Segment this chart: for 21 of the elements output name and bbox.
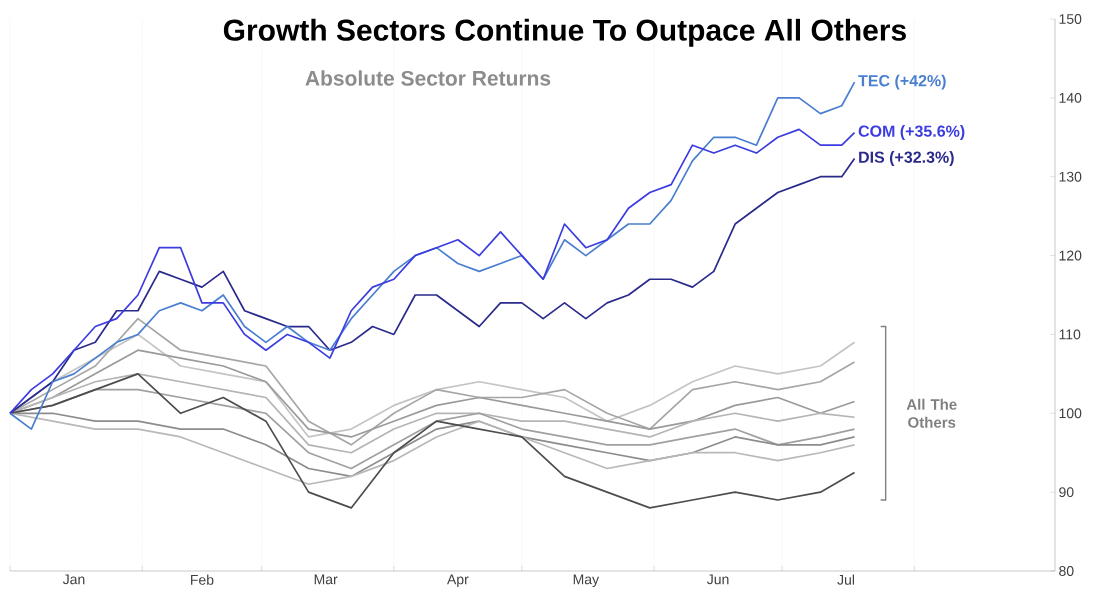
x-tick-label: Jul: [837, 574, 855, 585]
y-tick-label: 100: [1059, 408, 1082, 419]
x-tick-label: Jan: [62, 574, 85, 585]
y-tick-label: 80: [1059, 566, 1074, 576]
y-tick-label: 90: [1059, 487, 1074, 498]
x-tick-label: Mar: [314, 574, 338, 585]
y-tick-label: 150: [1059, 14, 1082, 24]
y-tick-label: 110: [1059, 329, 1081, 340]
chart-title: Growth Sectors Continue To Outpace All Others: [223, 18, 906, 47]
x-tick-label: May: [573, 574, 600, 588]
annotation: All The Others: [906, 398, 957, 428]
y-tick-label: 130: [1059, 171, 1082, 182]
series-label: COM (+35.6%): [858, 125, 965, 141]
x-tick-label: Apr: [447, 574, 469, 588]
x-tick-label: Jun: [706, 574, 729, 585]
series-label: TEC (+42%): [858, 74, 946, 90]
x-tick-label: Feb: [191, 574, 214, 585]
text: Absolute Sector Returns: [305, 70, 551, 86]
y-tick-label: 120: [1059, 250, 1082, 261]
y-tick-label: 140: [1059, 92, 1082, 103]
series-label: DIS (+32.3%): [859, 151, 954, 167]
